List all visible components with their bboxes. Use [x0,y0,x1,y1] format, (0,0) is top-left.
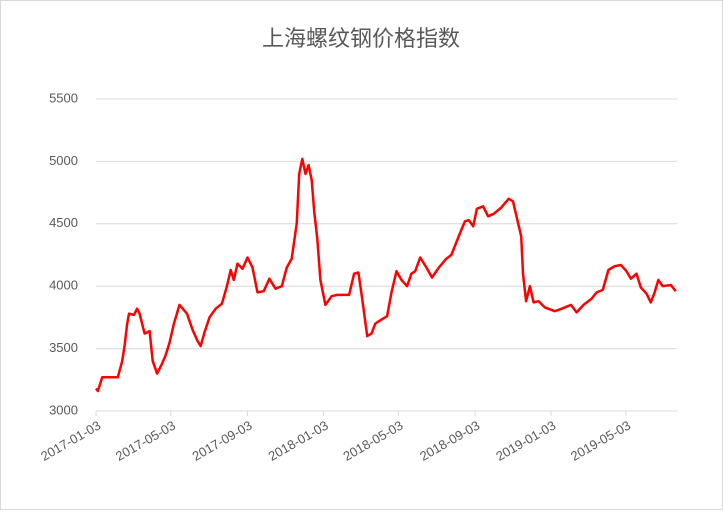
line [95,157,677,393]
y-tick-label: 4500 [49,215,78,230]
chart-title: 上海螺纹钢价格指数 [262,26,460,51]
y-tick-label: 3000 [49,402,78,417]
y-tick-label: 4000 [49,278,78,293]
y-tick-label: 5500 [49,90,78,105]
y-tick-label: 3500 [49,340,78,355]
y-tick-label: 5000 [49,153,78,168]
